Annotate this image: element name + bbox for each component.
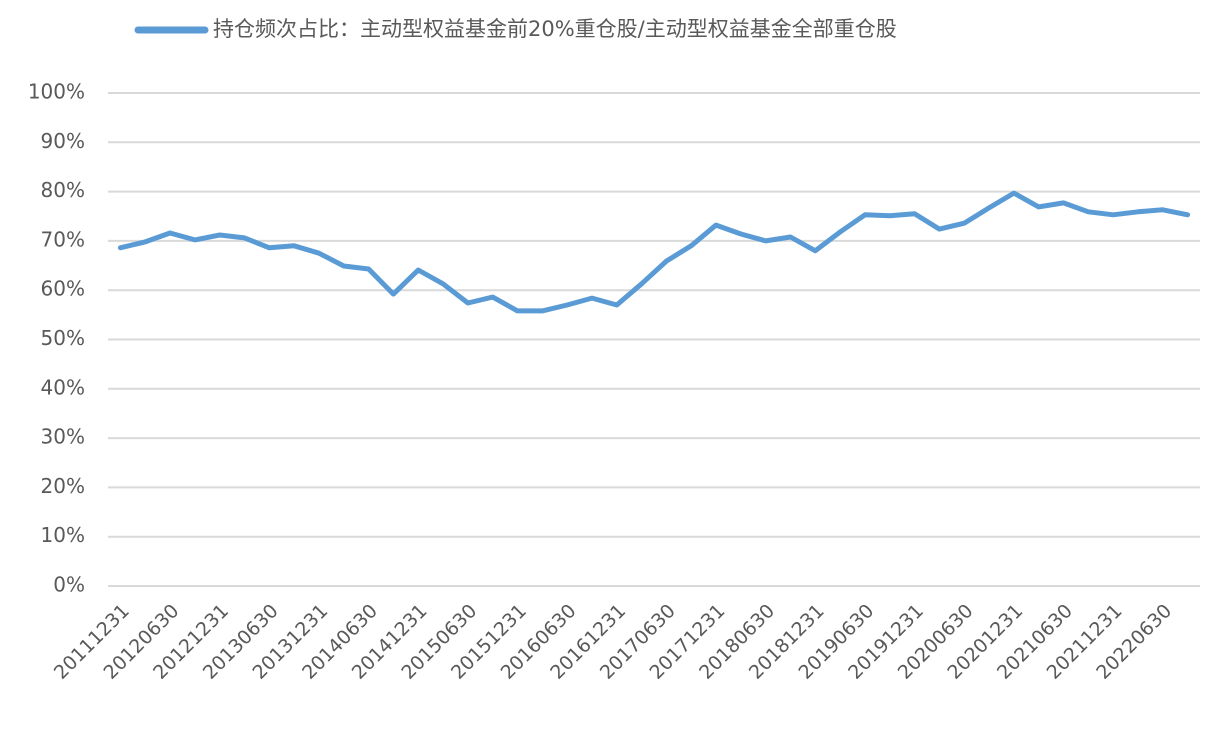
y-tick-label: 100% [28, 80, 85, 104]
y-tick-label: 20% [41, 474, 85, 498]
y-tick-label: 40% [41, 375, 85, 399]
y-tick-label: 60% [41, 277, 85, 301]
y-tick-label: 50% [41, 326, 85, 350]
legend-label: 持仓频次占比：主动型权益基金前20%重仓股/主动型权益基金全部重仓股 [213, 17, 897, 41]
y-tick-label: 70% [41, 227, 85, 251]
y-tick-label: 30% [41, 425, 85, 449]
y-tick-label: 10% [41, 523, 85, 547]
y-tick-label: 80% [41, 178, 85, 202]
data-line [117, 190, 1191, 314]
y-tick-label: 90% [41, 129, 85, 153]
y-tick-label: 0% [53, 573, 85, 597]
